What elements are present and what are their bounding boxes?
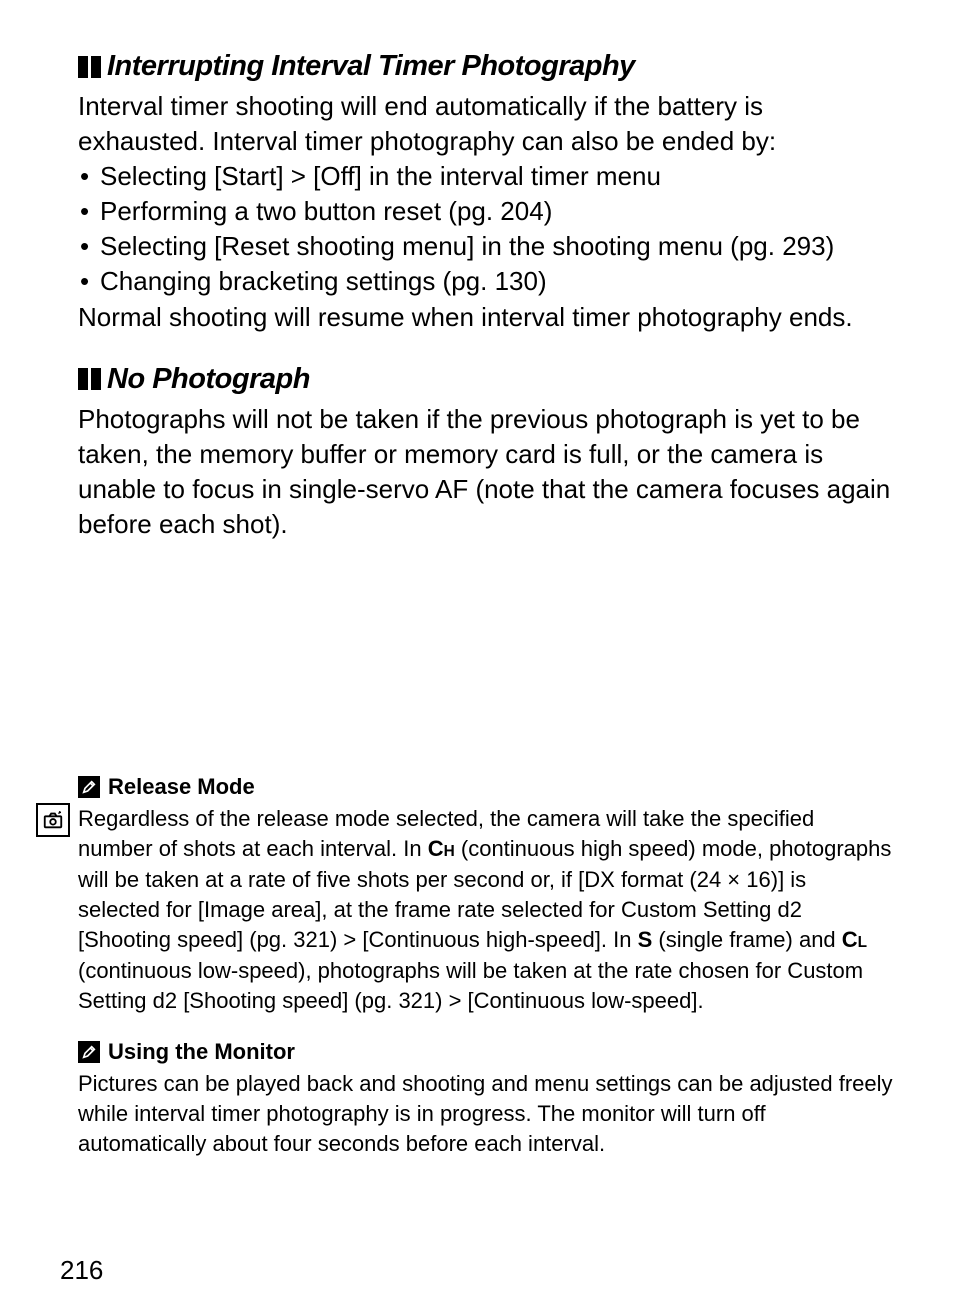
note-title: Release Mode [108, 774, 255, 800]
heading-text: Interrupting Interval Timer Photography [107, 50, 635, 83]
section-heading-interrupting: Interrupting Interval Timer Photography [78, 50, 894, 83]
pencil-icon [78, 1041, 100, 1063]
note-using-monitor: Using the Monitor Pictures can be played… [78, 1039, 894, 1160]
note-release-mode: Release Mode Regardless of the release m… [78, 774, 894, 1017]
heading-text: No Photograph [107, 363, 310, 396]
section1-outro: Normal shooting will resume when interva… [78, 300, 894, 335]
note-heading-using-monitor: Using the Monitor [78, 1039, 894, 1065]
section2-body: Photographs will not be taken if the pre… [78, 402, 894, 542]
heading-bars-icon [78, 56, 101, 78]
note1-body: Regardless of the release mode selected,… [78, 804, 894, 1017]
section-interrupting: Interrupting Interval Timer Photography … [78, 50, 894, 335]
section-no-photograph: No Photograph Photographs will not be ta… [78, 363, 894, 542]
section1-bullets: Selecting [Start] > [Off] in the interva… [78, 159, 894, 299]
note-title: Using the Monitor [108, 1039, 295, 1065]
camera-tab-icon [36, 803, 70, 837]
heading-bars-icon [78, 368, 101, 390]
note2-body: Pictures can be played back and shooting… [78, 1069, 894, 1160]
section-heading-no-photograph: No Photograph [78, 363, 894, 396]
list-item: Selecting [Start] > [Off] in the interva… [78, 159, 894, 194]
pencil-icon [78, 776, 100, 798]
note-heading-release-mode: Release Mode [78, 774, 894, 800]
list-item: Selecting [Reset shooting menu] in the s… [78, 229, 894, 264]
list-item: Performing a two button reset (pg. 204) [78, 194, 894, 229]
page-number: 216 [60, 1255, 103, 1286]
list-item: Changing bracketing settings (pg. 130) [78, 264, 894, 299]
section1-intro: Interval timer shooting will end automat… [78, 89, 894, 159]
